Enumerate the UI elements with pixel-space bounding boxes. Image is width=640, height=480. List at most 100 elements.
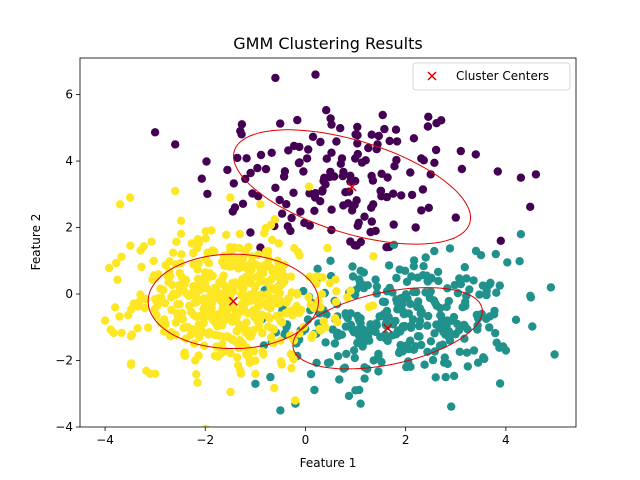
data-point — [389, 220, 398, 229]
data-point — [495, 379, 505, 388]
data-point — [194, 320, 203, 329]
data-point — [283, 222, 292, 231]
data-point — [248, 189, 257, 198]
data-point — [316, 197, 325, 206]
legend-label-cluster-centers: Cluster Centers — [456, 69, 549, 83]
data-point — [423, 277, 432, 286]
x-axis-ticks: −4 −2 0 2 4 — [96, 427, 510, 447]
data-point — [280, 167, 290, 176]
data-point — [327, 148, 336, 157]
data-point — [238, 199, 248, 208]
data-point — [424, 203, 433, 212]
data-point — [201, 227, 210, 236]
data-point — [316, 326, 325, 335]
data-point — [383, 173, 392, 182]
covariance-ellipse — [147, 253, 320, 349]
data-point — [333, 332, 342, 341]
data-point — [126, 360, 136, 369]
data-point — [313, 264, 322, 273]
data-point — [150, 305, 159, 314]
data-point — [435, 324, 444, 333]
data-point — [343, 293, 352, 302]
data-point — [351, 176, 360, 186]
data-point — [482, 290, 491, 300]
data-point — [226, 193, 235, 202]
data-point — [465, 285, 474, 294]
data-point — [284, 294, 293, 303]
data-point — [235, 229, 244, 239]
data-point — [526, 202, 535, 211]
data-point — [374, 367, 383, 376]
x-tick-label: 2 — [402, 433, 410, 447]
data-point — [200, 294, 209, 303]
data-point — [366, 227, 375, 237]
data-point — [151, 369, 160, 378]
data-point — [319, 317, 328, 326]
data-point — [110, 303, 120, 312]
data-point — [415, 316, 425, 325]
data-point — [231, 310, 240, 319]
data-point — [516, 230, 526, 239]
data-point — [369, 252, 378, 261]
data-point — [344, 391, 354, 401]
data-point — [374, 131, 383, 141]
data-point — [385, 283, 394, 293]
data-point — [456, 280, 465, 289]
data-point — [316, 137, 325, 147]
data-point — [193, 274, 203, 284]
data-point — [237, 120, 247, 129]
data-point — [233, 353, 242, 362]
data-point — [432, 119, 441, 128]
data-point — [378, 297, 388, 306]
data-point — [291, 396, 300, 405]
data-point — [115, 312, 124, 321]
x-tick-label: −4 — [96, 433, 114, 447]
data-point — [409, 134, 419, 143]
data-point — [195, 311, 205, 321]
data-point — [177, 250, 186, 259]
data-point — [353, 131, 362, 140]
data-point — [287, 364, 296, 373]
data-point — [293, 115, 302, 125]
data-point — [192, 244, 202, 253]
data-point — [348, 262, 357, 271]
data-point — [421, 253, 430, 262]
data-point — [243, 264, 252, 274]
data-point — [228, 317, 237, 326]
data-point — [160, 315, 169, 324]
data-point — [205, 328, 214, 337]
data-point — [321, 338, 330, 347]
data-point — [117, 252, 126, 261]
data-point — [305, 221, 314, 230]
data-point — [286, 349, 295, 359]
x-tick-label: −2 — [196, 433, 214, 447]
data-point — [463, 362, 472, 371]
data-point — [242, 154, 251, 163]
data-point — [311, 70, 320, 79]
data-point — [140, 303, 150, 313]
data-point — [216, 290, 226, 299]
data-point — [226, 387, 235, 397]
data-point — [261, 164, 271, 174]
data-point — [171, 140, 180, 149]
data-point — [353, 122, 362, 132]
data-point — [336, 124, 345, 133]
data-point — [275, 299, 284, 308]
data-point — [431, 373, 440, 382]
data-point — [266, 372, 275, 382]
data-point — [374, 351, 383, 361]
data-point — [360, 363, 369, 372]
data-point — [241, 296, 250, 305]
data-point — [337, 154, 347, 163]
data-point — [319, 176, 328, 186]
data-point — [476, 251, 486, 260]
data-point — [451, 213, 460, 222]
data-point — [496, 236, 505, 245]
data-point — [433, 267, 443, 277]
data-point — [462, 274, 471, 283]
data-point — [332, 137, 341, 146]
data-point — [277, 209, 287, 218]
data-point — [435, 341, 445, 350]
data-point — [333, 352, 343, 361]
data-point — [353, 221, 362, 230]
